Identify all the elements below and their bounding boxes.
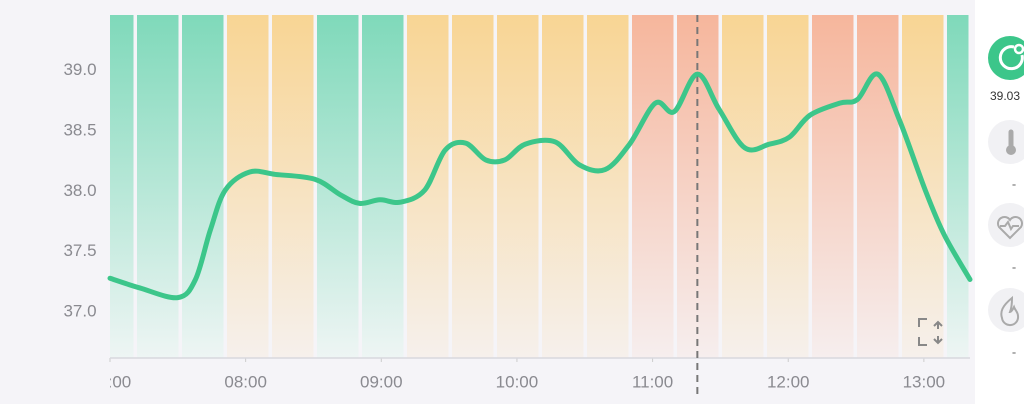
zone-band (857, 15, 899, 358)
zone-band (812, 15, 854, 358)
zone-band (452, 15, 494, 358)
zone-band (587, 15, 629, 358)
expand-icon[interactable] (918, 318, 943, 346)
x-tick-label: 08:00 (224, 372, 267, 391)
zone-band (182, 15, 224, 358)
x-tick-label: 07:00 (89, 372, 132, 391)
metric-value: - (1012, 344, 1016, 359)
zone-band (137, 15, 179, 358)
zone-band (272, 15, 314, 358)
calorie-button[interactable] (988, 288, 1024, 332)
zone-band (722, 15, 764, 358)
icon (1000, 295, 1020, 327)
sidebar-value: 39.03 (990, 89, 1020, 103)
metric-value: - (1012, 176, 1016, 191)
y-tick-label: 39.0 (63, 60, 96, 79)
y-tick-label: 37.5 (63, 241, 96, 260)
icon (1013, 43, 1024, 55)
zone-band (947, 15, 969, 358)
x-tick-labels: 07:00 08:00 09:00 10:00 11:00 12:00 13:00 (89, 372, 946, 391)
y-tick-label: 38.0 (63, 181, 96, 200)
zone-band (227, 15, 269, 358)
zone-band (542, 15, 584, 358)
y-tick-label: 37.0 (63, 302, 96, 321)
temperature-line (107, 71, 973, 301)
zone-band (497, 15, 539, 358)
x-tick-label: 12:00 (767, 372, 810, 391)
y-tick-label: 38.5 (63, 120, 96, 139)
icon (998, 45, 1024, 71)
metric-value: - (1012, 259, 1016, 274)
zone-band (362, 15, 404, 358)
zone-band (317, 15, 359, 358)
zone-band (632, 15, 674, 358)
x-tick-label: 11:00 (632, 372, 673, 391)
icon (1006, 145, 1016, 155)
zone-band (110, 15, 134, 358)
x-tick-label: 13:00 (903, 372, 946, 391)
icon (996, 215, 1024, 240)
x-tick-label: 09:00 (360, 372, 403, 391)
x-tick-label: 10:00 (496, 372, 539, 391)
zone-band (767, 15, 809, 358)
